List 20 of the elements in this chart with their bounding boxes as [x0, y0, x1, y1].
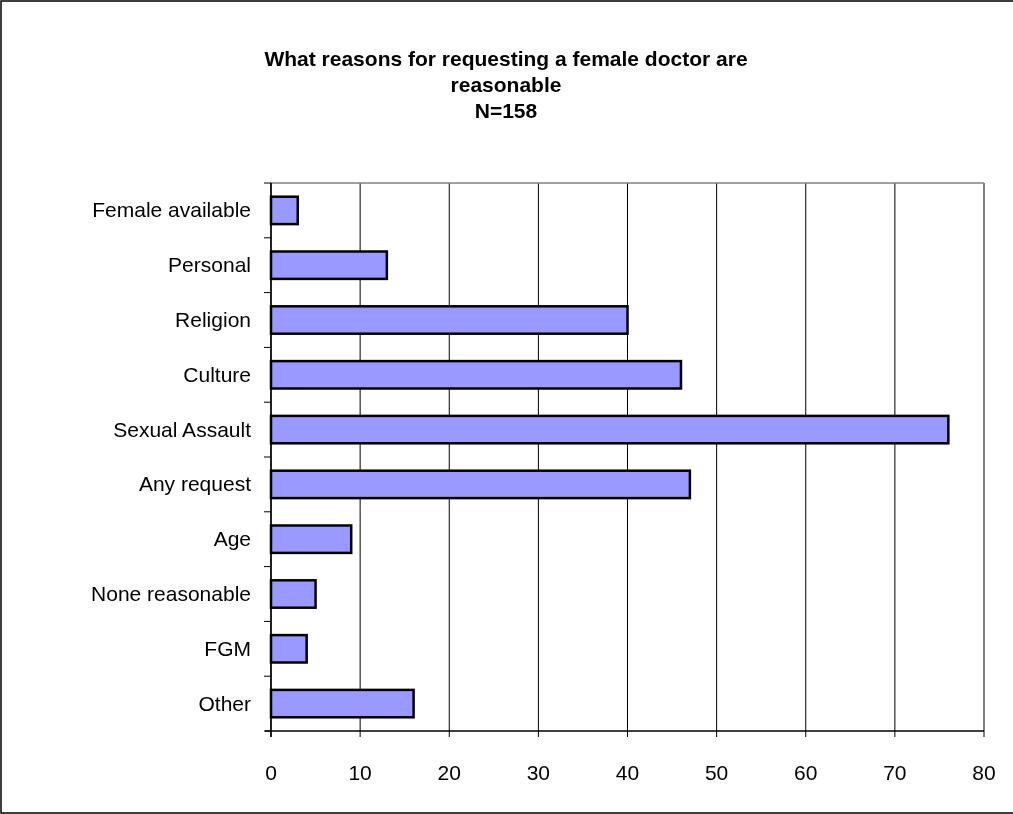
y-tick-label: Culture: [183, 362, 251, 386]
y-tick-label: Other: [198, 691, 251, 715]
chart-title: What reasons for requesting a female doctor are reasonable N=158: [264, 47, 748, 122]
x-tick-label: 70: [883, 761, 907, 784]
y-tick-label: Sexual Assault: [113, 417, 252, 441]
y-tick-label: Personal: [168, 253, 251, 277]
x-tick-label: 50: [704, 761, 729, 784]
y-tick-label: Female available: [92, 198, 251, 222]
x-tick-label: 60: [794, 761, 818, 784]
y-tick-label: Any request: [138, 472, 252, 496]
y-tick-label: None reasonable: [91, 582, 251, 605]
x-tick-label: 80: [972, 761, 996, 784]
x-tick-label: 20: [437, 761, 461, 784]
y-tick-label: FGM: [204, 636, 251, 660]
x-tick-label: 40: [615, 761, 640, 784]
x-tick-label: 10: [348, 761, 372, 784]
y-tick-label: Age: [213, 527, 251, 551]
x-tick-label: 30: [526, 761, 551, 784]
x-tick-label: 0: [265, 761, 277, 784]
y-tick-label: Religion: [175, 308, 251, 331]
